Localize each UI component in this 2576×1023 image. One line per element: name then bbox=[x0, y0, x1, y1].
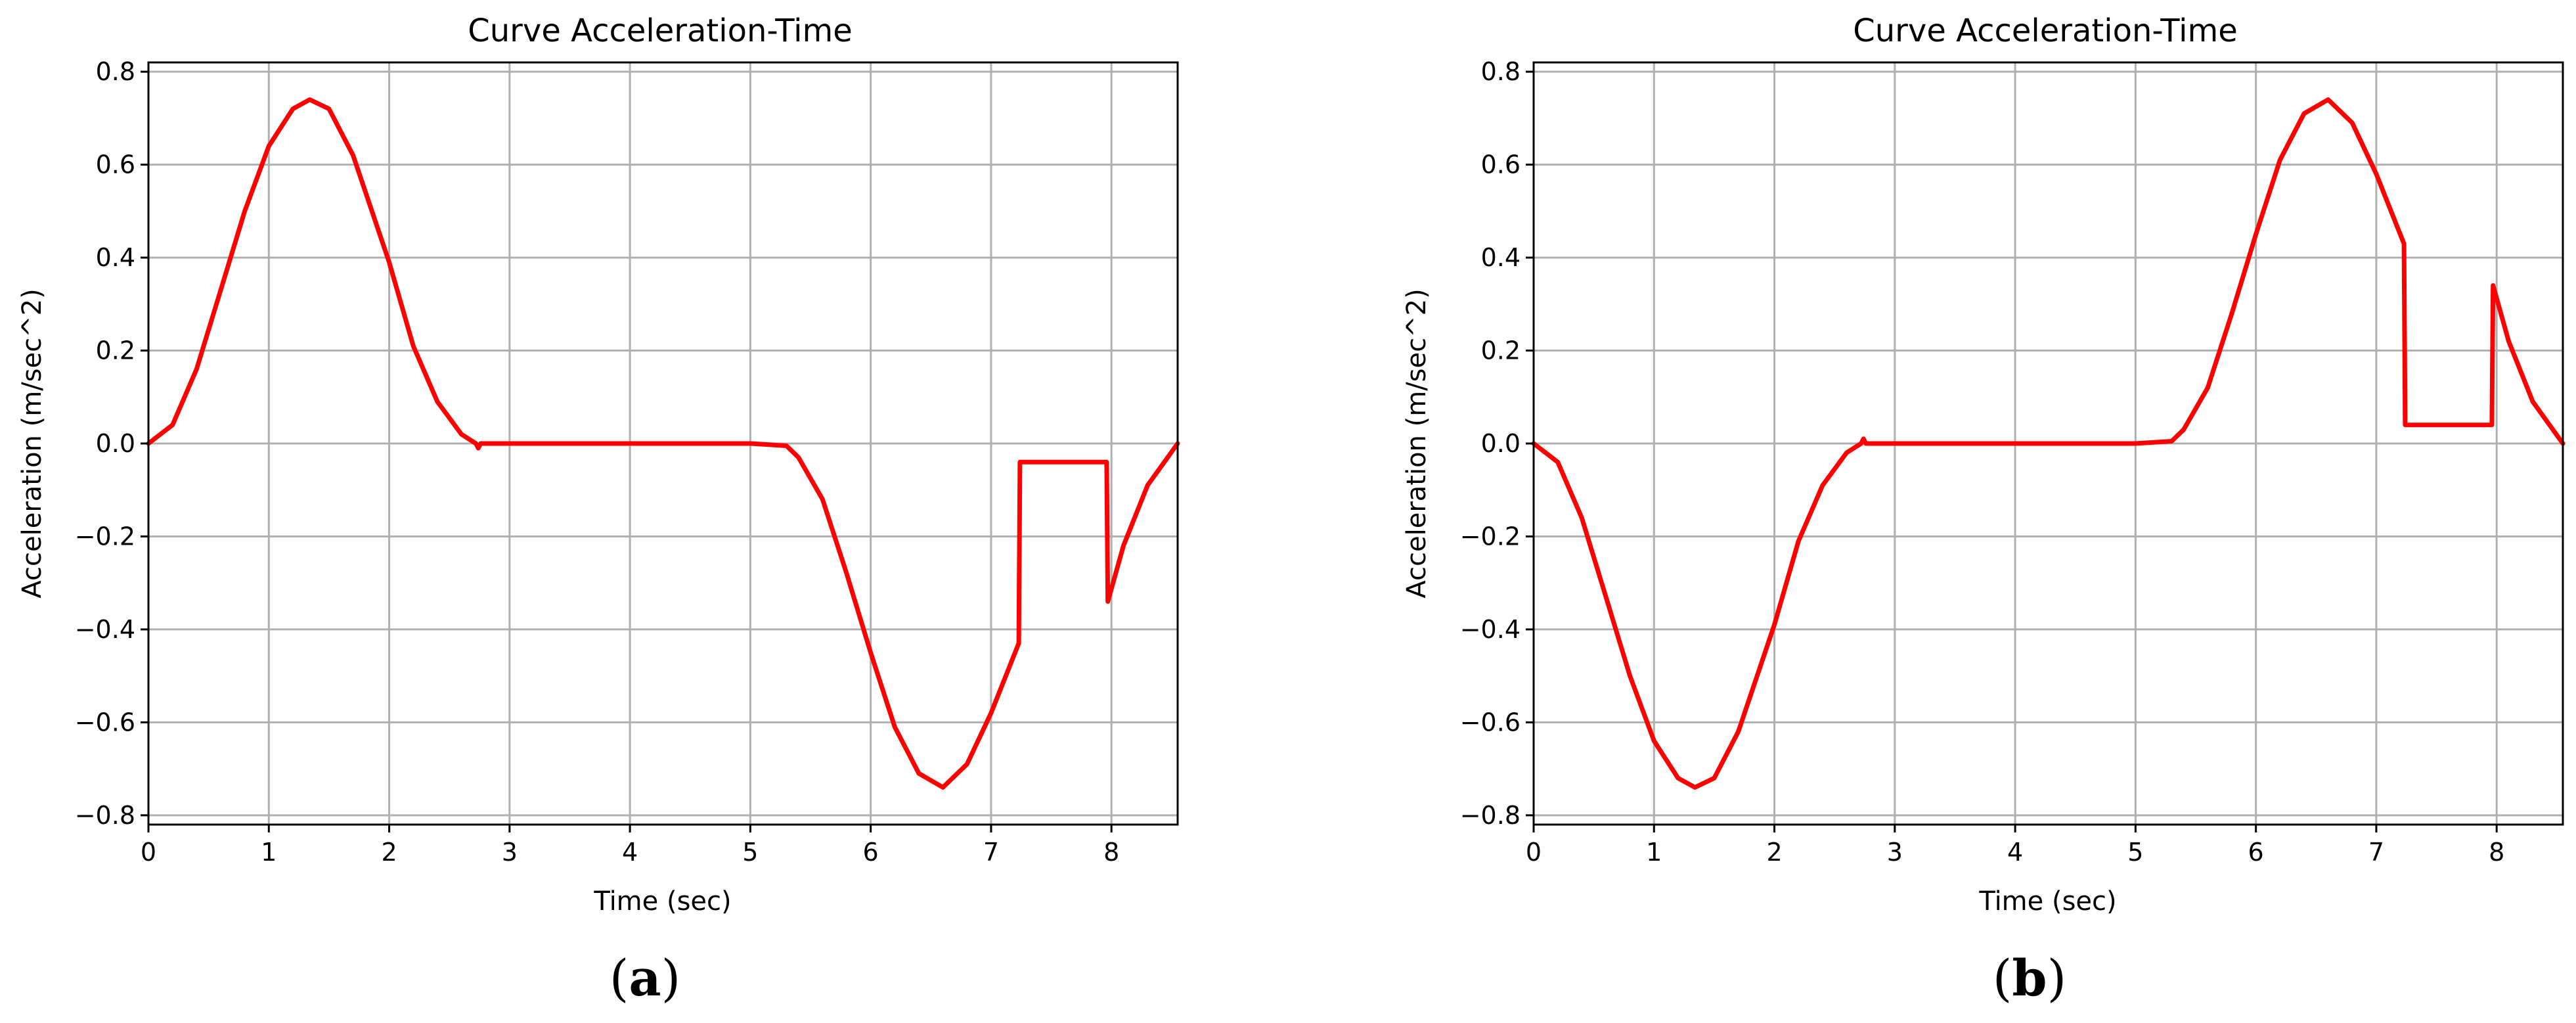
y-tick-label: 0.2 bbox=[96, 336, 135, 365]
chart-title: Curve Acceleration-Time bbox=[468, 12, 853, 49]
caption-letter: b bbox=[2012, 949, 2047, 1007]
y-tick-label: −0.6 bbox=[75, 708, 135, 737]
series-layer bbox=[146, 97, 1180, 790]
tick-layer: 0 1 2 3 4 5 6 7 8 −0.8 −0.6 −0.4 −0.2 0.0 0.2 0.4 0.6 0.8 bbox=[1460, 57, 2505, 867]
acceleration-series-line bbox=[146, 97, 1180, 790]
caption-close-paren: ) bbox=[2047, 949, 2067, 1007]
caption-open-paren: ( bbox=[610, 949, 629, 1007]
x-tick-label: 0 bbox=[1526, 838, 1542, 867]
x-axis-label: Time (sec) bbox=[1978, 886, 2116, 917]
acceleration-series-line bbox=[1531, 97, 2565, 790]
x-tick-label: 8 bbox=[2489, 838, 2504, 867]
caption-a: (a) bbox=[610, 949, 681, 1007]
y-tick-label: −0.4 bbox=[1460, 615, 1521, 644]
y-tick-label: 0.2 bbox=[1481, 336, 1521, 365]
series-layer bbox=[1531, 97, 2565, 790]
caption-open-paren: ( bbox=[1993, 949, 2012, 1007]
y-tick-label: −0.2 bbox=[75, 522, 135, 551]
y-tick-label: 0.6 bbox=[96, 150, 135, 179]
y-tick-label: 0.4 bbox=[96, 243, 135, 272]
x-tick-label: 4 bbox=[622, 838, 638, 867]
chart-panel-a: Curve Acceleration-Time 0 1 2 3 4 5 6 7 8 −0.8 −0.… bbox=[17, 12, 1180, 917]
x-tick-label: 1 bbox=[1646, 838, 1662, 867]
x-tick-label: 2 bbox=[1766, 838, 1782, 867]
y-tick-label: 0.0 bbox=[1481, 429, 1521, 458]
x-tick-label: 5 bbox=[2127, 838, 2143, 867]
y-tick-label: −0.2 bbox=[1460, 522, 1521, 551]
y-tick-label: 0.8 bbox=[96, 57, 135, 86]
y-tick-label: 0.8 bbox=[1481, 57, 1521, 86]
y-axis-label: Acceleration (m/sec^2) bbox=[1402, 288, 1432, 598]
x-tick-label: 4 bbox=[2007, 838, 2023, 867]
x-tick-label: 3 bbox=[502, 838, 518, 867]
caption-close-paren: ) bbox=[661, 949, 681, 1007]
y-tick-label: 0.4 bbox=[1481, 243, 1521, 272]
x-axis-label: Time (sec) bbox=[593, 886, 731, 917]
x-tick-label: 0 bbox=[141, 838, 156, 867]
x-tick-label: 8 bbox=[1103, 838, 1119, 867]
y-tick-label: 0.0 bbox=[96, 429, 135, 458]
caption-b: (b) bbox=[1993, 949, 2066, 1007]
caption-letter: a bbox=[629, 949, 661, 1007]
y-tick-label: 0.6 bbox=[1481, 150, 1521, 179]
y-axis-label: Acceleration (m/sec^2) bbox=[17, 288, 47, 598]
y-tick-label: −0.6 bbox=[1460, 708, 1521, 737]
x-tick-label: 7 bbox=[2368, 838, 2384, 867]
x-tick-label: 7 bbox=[983, 838, 999, 867]
x-tick-label: 5 bbox=[742, 838, 758, 867]
y-tick-label: −0.8 bbox=[75, 801, 135, 830]
chart-title: Curve Acceleration-Time bbox=[1853, 12, 2238, 49]
x-tick-label: 6 bbox=[863, 838, 879, 867]
x-tick-label: 1 bbox=[261, 838, 277, 867]
x-tick-label: 6 bbox=[2248, 838, 2264, 867]
chart-panel-b: Curve Acceleration-Time 0 1 2 3 4 5 6 7 8 −0.8 −0.… bbox=[1402, 12, 2565, 917]
y-tick-label: −0.4 bbox=[75, 615, 135, 644]
tick-layer: 0 1 2 3 4 5 6 7 8 −0.8 −0.6 −0.4 −0.2 0.0 0.2 0.4 0.6 0.8 bbox=[75, 57, 1120, 867]
y-tick-label: −0.8 bbox=[1460, 801, 1521, 830]
x-tick-label: 2 bbox=[381, 838, 397, 867]
x-tick-label: 3 bbox=[1887, 838, 1903, 867]
